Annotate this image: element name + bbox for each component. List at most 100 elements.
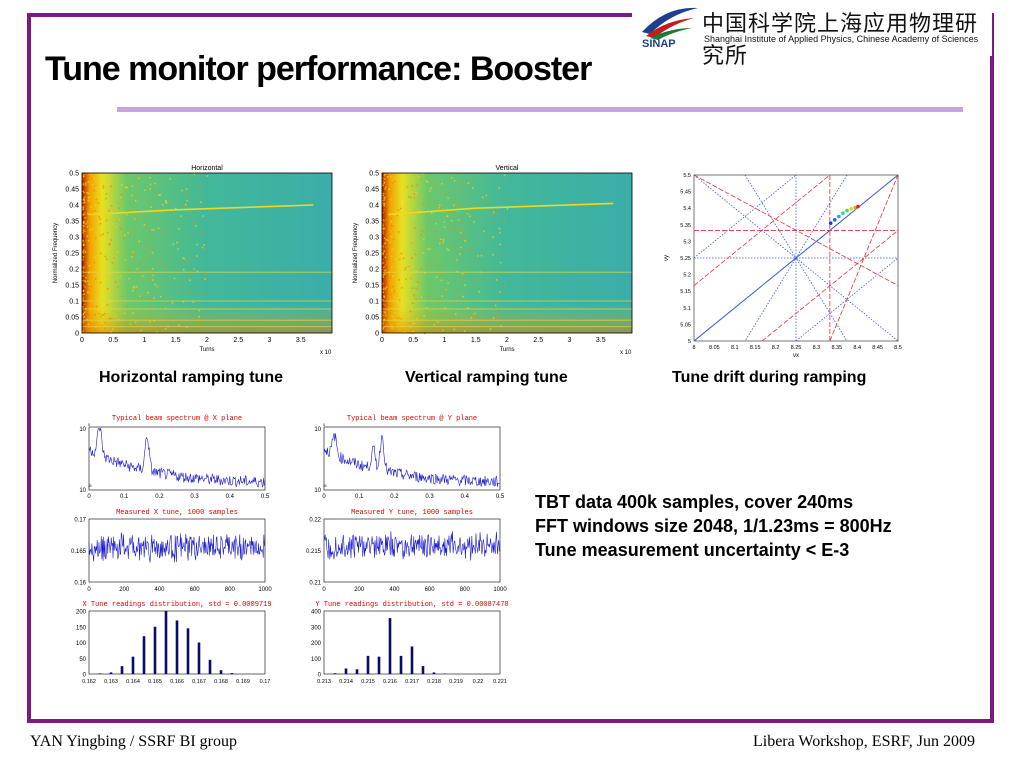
noise-speck — [118, 219, 120, 222]
noise-speck — [496, 312, 498, 315]
noise-speck — [135, 216, 137, 219]
noise-speck — [420, 296, 423, 298]
noise-speck — [382, 192, 384, 195]
noise-speck — [383, 318, 386, 321]
noise-speck — [94, 313, 96, 316]
x-tick-label: 0.2 — [155, 494, 164, 500]
noise-speck — [183, 268, 185, 271]
noise-speck — [506, 196, 509, 199]
y-tick-label: 200 — [311, 641, 322, 647]
noise-speck — [129, 323, 131, 325]
noise-speck — [402, 260, 404, 262]
noise-speck — [120, 194, 122, 196]
noise-speck — [389, 312, 392, 314]
x-tick-label: 0.22 — [473, 679, 484, 685]
noise-speck — [426, 296, 429, 299]
noise-speck — [426, 248, 429, 251]
noise-speck — [87, 288, 89, 291]
noise-speck — [421, 230, 424, 232]
noise-speck — [104, 209, 107, 212]
noise-speck — [392, 238, 395, 241]
noise-speck — [460, 246, 462, 249]
noise-speck — [454, 198, 456, 201]
y-tick-label: 10 — [314, 427, 321, 433]
noise-speck — [117, 220, 119, 222]
noise-speck — [487, 277, 489, 280]
noise-speck — [400, 252, 403, 255]
noise-speck — [453, 179, 456, 182]
noise-speck — [82, 230, 84, 233]
noise-speck — [402, 329, 404, 331]
noise-speck — [457, 301, 459, 303]
histogram-bar — [219, 670, 223, 674]
noise-speck — [492, 221, 495, 224]
noise-speck — [382, 314, 384, 316]
noise-speck — [196, 270, 199, 272]
noise-speck — [144, 189, 146, 192]
noise-speck — [188, 274, 191, 277]
noise-speck — [82, 224, 84, 227]
noise-speck — [118, 207, 120, 209]
noise-speck — [389, 325, 391, 327]
noise-speck — [136, 268, 139, 270]
noise-speck — [383, 295, 385, 297]
noise-speck — [384, 175, 386, 178]
noise-speck — [89, 295, 91, 298]
noise-speck — [451, 302, 454, 304]
noise-speck — [128, 270, 131, 272]
chart-title: X Tune readings distribution, std = 0.00… — [82, 601, 271, 609]
noise-speck — [382, 177, 384, 180]
noise-speck — [402, 257, 405, 260]
x-tick-label: 1 — [143, 337, 147, 344]
noise-speck — [102, 244, 104, 247]
noise-speck — [88, 313, 91, 316]
noise-speck — [407, 196, 410, 198]
noise-speck — [413, 294, 415, 296]
noise-speck — [391, 182, 394, 184]
noise-speck — [82, 320, 85, 322]
noise-speck — [206, 175, 209, 177]
noise-speck — [435, 276, 438, 278]
noise-speck — [384, 324, 387, 327]
noise-speck — [390, 255, 393, 257]
noise-speck — [108, 181, 110, 183]
noise-speck — [418, 210, 420, 212]
noise-speck — [382, 223, 384, 225]
noise-speck — [415, 283, 417, 286]
noise-speck — [382, 310, 384, 313]
noise-speck — [408, 322, 411, 325]
y-tick-label: 5 — [688, 339, 691, 345]
noise-speck — [382, 232, 385, 235]
noise-speck — [386, 260, 388, 263]
noise-speck — [83, 293, 86, 295]
noise-speck — [85, 286, 87, 289]
noise-speck — [94, 329, 96, 331]
tune-samples-trace — [88, 532, 265, 563]
noise-speck — [455, 230, 458, 233]
noise-speck — [382, 197, 384, 199]
chart-title: Horizontal — [191, 165, 223, 172]
noise-speck — [171, 302, 174, 304]
y-tick-label: 0.2 — [369, 267, 379, 274]
noise-speck — [115, 225, 117, 228]
noise-speck — [410, 241, 413, 244]
noise-speck — [84, 173, 86, 175]
noise-speck — [423, 272, 426, 274]
noise-speck — [199, 186, 202, 188]
noise-speck — [423, 238, 425, 241]
x-tick-label: 8.05 — [709, 345, 720, 351]
resonance-line — [795, 257, 899, 342]
x-tick-label: 0.164 — [126, 679, 140, 685]
noise-speck — [83, 251, 85, 253]
x-tick-label: 0.1 — [120, 494, 129, 500]
noise-speck — [113, 257, 115, 259]
histogram-bar — [399, 655, 403, 674]
noise-speck — [101, 313, 103, 316]
noise-speck — [168, 302, 170, 304]
noise-speck — [149, 176, 151, 179]
noise-speck — [156, 287, 158, 289]
noise-speck — [382, 261, 384, 264]
noise-speck — [461, 273, 464, 275]
tune-trace — [388, 202, 614, 216]
noise-speck — [506, 208, 509, 210]
